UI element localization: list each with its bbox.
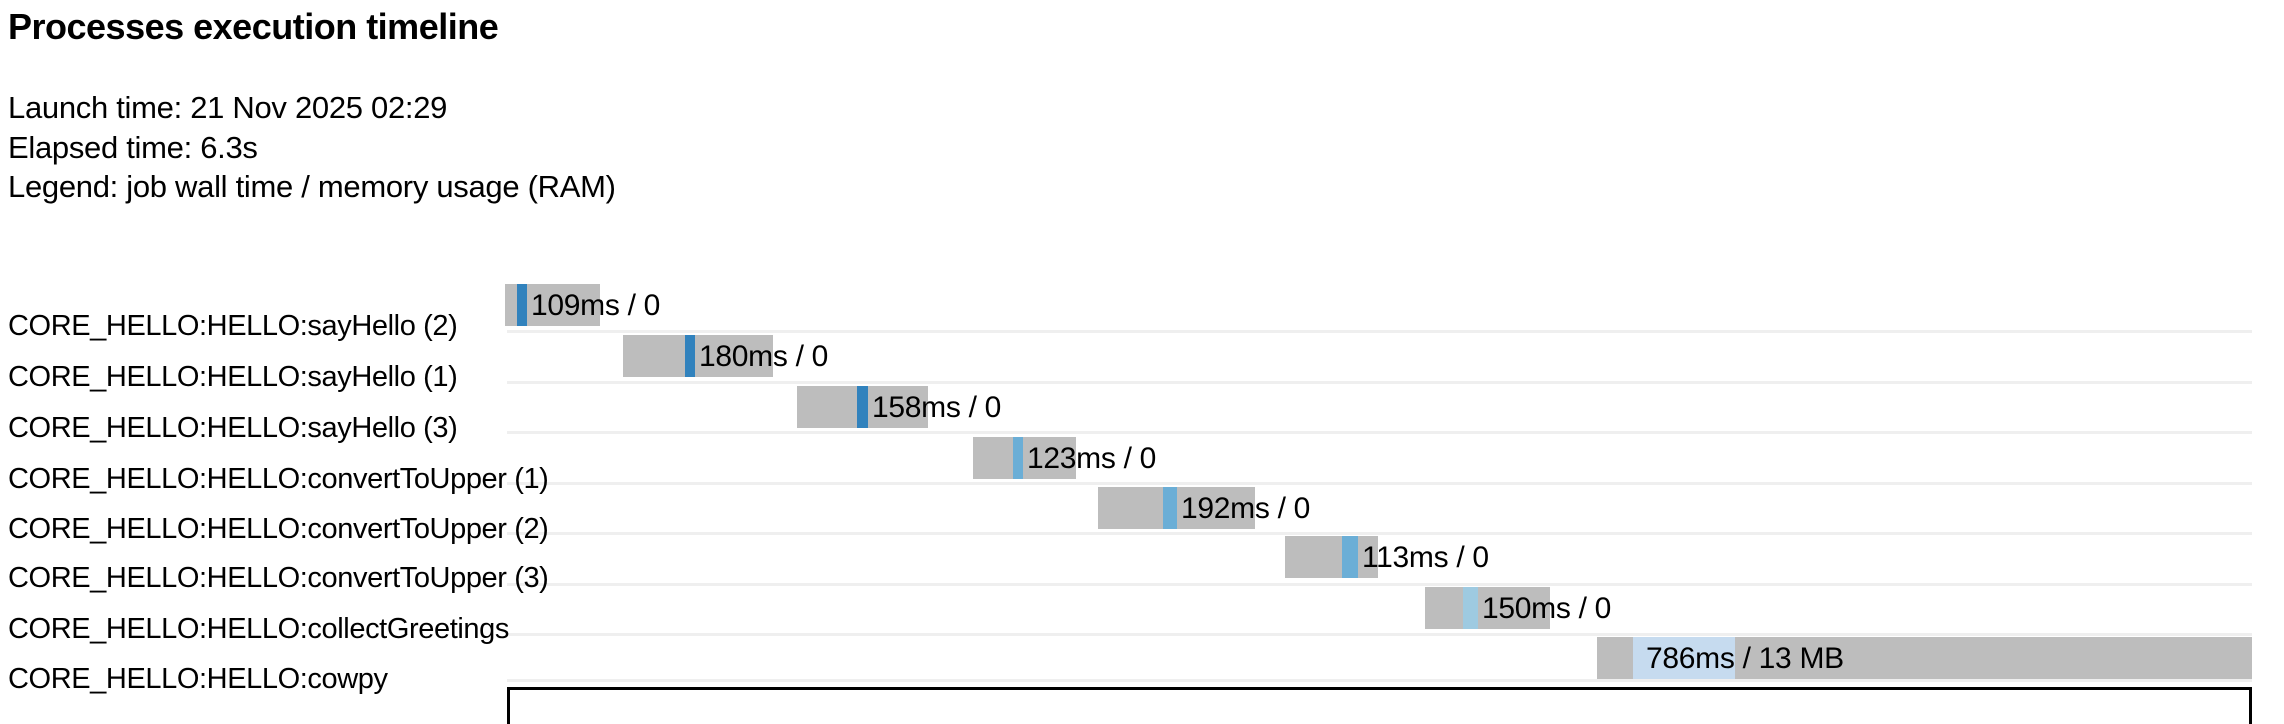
row-divider-line	[507, 532, 2252, 535]
elapsed-time-line: Elapsed time: 6.3s	[8, 129, 258, 165]
row-divider-line	[507, 679, 2252, 682]
task-bar-tail-segment[interactable]	[695, 335, 773, 377]
task-bar-label: 180ms / 0	[699, 340, 829, 373]
task-label: CORE_HELLO:HELLO:convertToUpper (2)	[8, 513, 549, 545]
task-bar-run-segment[interactable]	[857, 386, 868, 428]
task-bar-pending-segment[interactable]	[1285, 536, 1342, 578]
legend-line: Legend: job wall time / memory usage (RA…	[8, 169, 616, 204]
task-bar-run-segment[interactable]	[1463, 587, 1478, 629]
row-divider-line	[507, 381, 2252, 384]
task-bar-pending-segment[interactable]	[797, 386, 857, 428]
task-bar-tail-segment[interactable]	[1478, 587, 1550, 629]
task-bar-label: 123ms / 0	[1027, 442, 1157, 475]
task-bar-run-segment[interactable]	[1163, 487, 1177, 529]
task-bar-run-segment[interactable]	[1633, 637, 1735, 679]
task-bar-label: 158ms / 0	[872, 391, 1002, 424]
x-axis-left-tick	[507, 687, 510, 724]
task-bar-tail-segment[interactable]	[1735, 637, 2252, 679]
task-bar-label: 150ms / 0	[1482, 592, 1612, 625]
x-axis-line	[507, 687, 2252, 690]
task-bar-pending-segment[interactable]	[973, 437, 1013, 479]
row-divider-line	[507, 583, 2252, 586]
task-bar-pending-segment[interactable]	[623, 335, 685, 377]
task-bar-tail-segment[interactable]	[527, 284, 600, 326]
task-bar-tail-segment[interactable]	[1023, 437, 1076, 479]
row-divider-line	[507, 633, 2252, 636]
task-bar-tail-segment[interactable]	[1177, 487, 1255, 529]
page-title: Processes execution timeline	[8, 6, 499, 47]
task-label: CORE_HELLO:HELLO:cowpy	[8, 663, 388, 695]
launch-time-line: Launch time: 21 Nov 2025 02:29	[8, 90, 448, 125]
task-bar-tail-segment[interactable]	[868, 386, 928, 428]
task-bar-pending-segment[interactable]	[1597, 637, 1633, 679]
task-bar-run-segment[interactable]	[685, 335, 695, 377]
row-divider-line	[507, 431, 2252, 434]
x-axis-right-tick	[2249, 687, 2252, 724]
task-bar-pending-segment[interactable]	[1098, 487, 1163, 529]
task-bar-label: 192ms / 0	[1181, 492, 1311, 525]
task-label: CORE_HELLO:HELLO:collectGreetings	[8, 613, 509, 645]
task-bar-pending-segment[interactable]	[1425, 587, 1463, 629]
task-label: CORE_HELLO:HELLO:sayHello (3)	[8, 412, 458, 444]
task-bar-label: 113ms / 0	[1362, 541, 1489, 574]
task-bar-tail-segment[interactable]	[1358, 536, 1378, 578]
task-bar-run-segment[interactable]	[517, 284, 527, 326]
task-bar-run-segment[interactable]	[1013, 437, 1023, 479]
task-label: CORE_HELLO:HELLO:convertToUpper (3)	[8, 562, 549, 594]
row-divider-line	[507, 330, 2252, 333]
report-meta: Launch time: 21 Nov 2025 02:29 Elapsed t…	[8, 88, 616, 207]
task-bar-pending-segment[interactable]	[505, 284, 517, 326]
task-label: CORE_HELLO:HELLO:sayHello (1)	[8, 361, 458, 393]
task-bar-label: 109ms / 0	[531, 289, 661, 322]
task-label: CORE_HELLO:HELLO:sayHello (2)	[8, 310, 458, 342]
task-label: CORE_HELLO:HELLO:convertToUpper (1)	[8, 463, 549, 495]
task-bar-run-segment[interactable]	[1342, 536, 1358, 578]
row-divider-line	[507, 482, 2252, 485]
task-bar-label: 786ms / 13 MB	[1646, 642, 1844, 675]
